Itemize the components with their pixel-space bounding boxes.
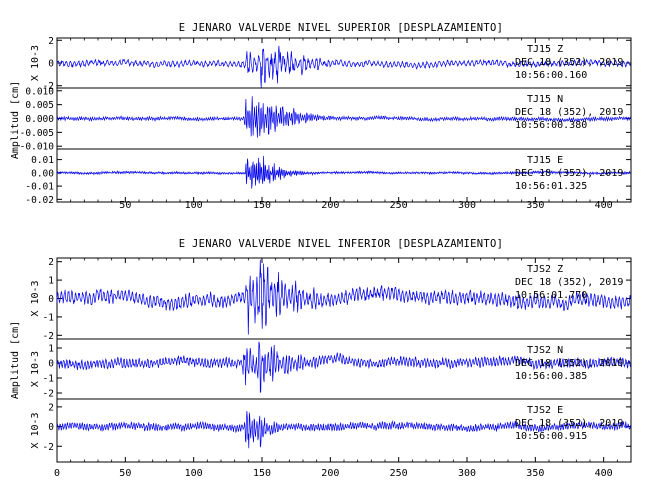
y-tick-label: 2: [48, 257, 54, 268]
x-tick-label: 350: [526, 468, 544, 479]
y-tick-label: 0.000: [25, 114, 54, 125]
x-tick-label: 150: [253, 468, 271, 479]
y-axis-label: Amplitud [cm]: [10, 81, 21, 159]
y-tick-label: 0.010: [25, 86, 54, 97]
x-tick-label: 250: [390, 468, 408, 479]
time-label: 10:56:00.385: [515, 371, 587, 382]
waveform-trace: [56, 341, 631, 393]
trace-panel-2-3: 2 0 -2X 10-3 TJS2 E DEC 18 (352), 2019 10:56:…: [30, 398, 631, 453]
y-scale-label: X 10-3: [30, 45, 41, 81]
waveform-trace: [56, 259, 631, 335]
waveform-trace: [56, 45, 631, 89]
time-label: 10:56:00.160: [515, 70, 587, 81]
x-tick-label: 300: [458, 468, 476, 479]
channel-label: TJS2 N: [527, 345, 563, 356]
y-tick-label: -0.02: [25, 195, 54, 206]
x-tick-label: 400: [595, 468, 613, 479]
y-tick-label: -2: [43, 389, 54, 400]
trace-panel-1-2: 0.010 0.005 0.000 -0.005 -0.010 TJ15 N DEC 18 …: [20, 86, 631, 153]
chart-title: E JENARO VALVERDE NIVEL INFERIOR [DESPLA…: [179, 238, 503, 250]
channel-label: TJS2 E: [527, 405, 563, 416]
y-tick-label: 1: [48, 276, 54, 287]
x-tick-label: 250: [390, 200, 408, 211]
y-tick-label: -2: [43, 442, 54, 453]
trace-panel-1-3: 0.01 0.00 -0.01 -0.02 TJ15 E DEC 18 (352), 20…: [25, 148, 631, 206]
trace-panel-2-2: 1 0 -1 -2X 10-3 TJS2 N DEC 18 (352), 2019 10:5…: [30, 338, 631, 400]
y-tick-label: 0: [48, 359, 54, 370]
y-tick-label: -0.01: [25, 182, 54, 193]
x-tick-label: 50: [119, 200, 131, 211]
y-scale-label: X 10-3: [30, 351, 41, 387]
date-label: DEC 18 (352), 2019: [515, 277, 623, 288]
date-label: DEC 18 (352), 2019: [515, 358, 623, 369]
x-tick-label: 150: [253, 200, 271, 211]
x-tick-label: 400: [595, 200, 613, 211]
y-tick-label: 2: [48, 36, 54, 47]
x-tick-label: 350: [526, 200, 544, 211]
y-tick-label: 0: [48, 59, 54, 70]
chart-title: E JENARO VALVERDE NIVEL SUPERIOR [DESPLA…: [179, 22, 503, 34]
date-label: DEC 18 (352), 2019: [515, 418, 623, 429]
y-tick-label: 0.01: [31, 155, 54, 166]
y-tick-label: -0.005: [20, 128, 54, 139]
x-tick-label: 200: [321, 468, 339, 479]
seismogram-group-2: E JENARO VALVERDE NIVEL INFERIOR [DESPLA…: [10, 238, 632, 479]
y-tick-label: -0.010: [20, 142, 55, 153]
time-label: 10:56:00.380: [515, 120, 587, 131]
date-label: DEC 18 (352), 2019: [515, 168, 623, 179]
time-label: 10:56:01.325: [515, 181, 587, 192]
x-tick-label: 300: [458, 200, 476, 211]
plot-root: E JENARO VALVERDE NIVEL SUPERIOR [DESPLA…: [10, 22, 632, 479]
date-label: DEC 18 (352), 2019: [515, 107, 623, 118]
y-tick-label: -1: [43, 374, 55, 385]
x-tick-label: 100: [185, 200, 203, 211]
seismogram-group-1: E JENARO VALVERDE NIVEL SUPERIOR [DESPLA…: [10, 22, 632, 211]
channel-label: TJ15 N: [527, 94, 563, 105]
date-label: DEC 18 (352), 2019: [515, 57, 623, 68]
x-tick-label: 100: [185, 468, 203, 479]
trace-panel-2-1: 2 1 0 -1 -2 X 10-3 TJS2 Z DEC 18 (352), 2019 10:…: [30, 257, 631, 342]
channel-label: TJ15 E: [527, 155, 563, 166]
x-tick-label: 0: [54, 468, 60, 479]
y-tick-label: -2: [43, 331, 54, 342]
y-tick-label: 0: [48, 294, 54, 305]
x-tick-label: 200: [321, 200, 339, 211]
waveform-trace: [56, 155, 631, 189]
y-axis-label: Amplitud [cm]: [10, 321, 21, 399]
y-tick-label: 0: [48, 422, 54, 433]
x-tick-label: 50: [119, 468, 131, 479]
time-label: 10:56:01.770: [515, 290, 587, 301]
y-tick-label: 0.005: [25, 100, 54, 111]
channel-label: TJS2 Z: [527, 264, 563, 275]
y-scale-label: X 10-3: [30, 280, 41, 316]
y-tick-label: 0.00: [31, 168, 54, 179]
y-tick-label: 1: [48, 344, 54, 355]
waveform-trace: [56, 96, 631, 138]
y-scale-label: X 10-3: [30, 412, 41, 448]
y-tick-label: -1: [43, 312, 55, 323]
waveform-trace: [56, 410, 631, 449]
time-label: 10:56:00.915: [515, 431, 587, 442]
trace-panel-1-1: 2 0 -2X 10-3 TJ15 Z DEC 18 (352), 2019 10:56:…: [30, 36, 631, 92]
channel-label: TJ15 Z: [527, 44, 563, 55]
y-tick-label: -2: [43, 81, 54, 92]
y-tick-label: 2: [48, 402, 54, 413]
